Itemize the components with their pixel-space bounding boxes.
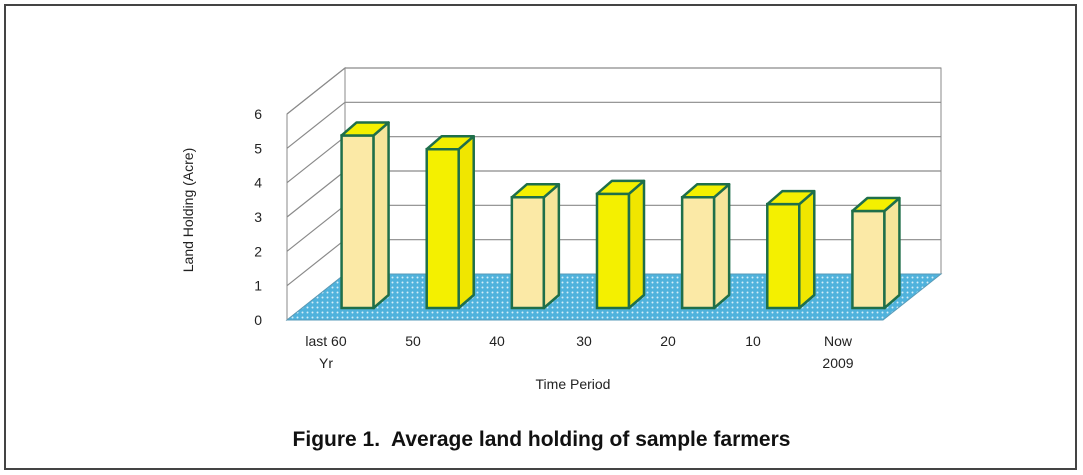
bar-side — [457, 134, 475, 310]
bar-top — [595, 179, 646, 196]
bar-front — [766, 202, 801, 310]
bar — [340, 121, 390, 310]
y-tick-label: 1 — [254, 278, 262, 294]
x-tick-label: 10 — [745, 333, 761, 349]
axis-ticks: 0 1 2 3 4 5 6 last 60 Yr 50 40 30 20 10 Now 2009 — [254, 106, 854, 371]
x-tick-label: Now 2009 — [822, 333, 853, 371]
bar-front — [680, 196, 716, 310]
bar — [425, 134, 475, 310]
y-axis-label: Land Holding (Acre) — [180, 148, 196, 273]
bar-top — [766, 189, 816, 206]
bar-series — [340, 121, 901, 310]
bar-top — [680, 183, 731, 199]
figure-caption: Figure 1. Average land holding of sample… — [292, 428, 791, 451]
bar-front — [595, 192, 631, 310]
bar — [595, 179, 646, 310]
gridline — [286, 67, 941, 115]
bar — [510, 183, 561, 310]
gridline — [286, 101, 941, 149]
bar-side — [883, 196, 901, 310]
bar-top — [340, 121, 390, 137]
y-tick-label: 5 — [254, 140, 262, 156]
bar-front — [851, 209, 886, 310]
bar — [766, 189, 816, 310]
bar-chart: 0 1 2 3 4 5 6 last 60 Yr 50 40 30 20 10 Now 2009 Land H… — [180, 66, 943, 392]
bar-side — [627, 179, 646, 310]
x-tick-label: 30 — [576, 333, 592, 349]
bar-front — [340, 134, 375, 310]
y-tick-label: 4 — [254, 175, 262, 191]
bar-side — [798, 189, 816, 310]
bar-top — [425, 134, 475, 151]
x-axis-label: Time Period — [536, 376, 611, 392]
y-tick-label: 3 — [254, 209, 262, 225]
bar-side — [712, 183, 731, 310]
bar-top — [510, 183, 561, 199]
bar-side — [372, 121, 390, 310]
x-tick-label: 20 — [660, 333, 676, 349]
x-tick-label: last 60 Yr — [305, 333, 346, 371]
x-tick-label: 50 — [405, 333, 421, 349]
bar-front — [425, 147, 460, 310]
y-tick-label: 0 — [254, 312, 262, 328]
bar-side — [542, 183, 561, 310]
bar — [680, 183, 731, 310]
y-tick-label: 2 — [254, 243, 262, 259]
bar-front — [510, 196, 546, 310]
x-tick-label: 40 — [489, 333, 505, 349]
bar-top — [851, 196, 901, 213]
bar — [851, 196, 901, 310]
y-tick-label: 6 — [254, 106, 262, 122]
